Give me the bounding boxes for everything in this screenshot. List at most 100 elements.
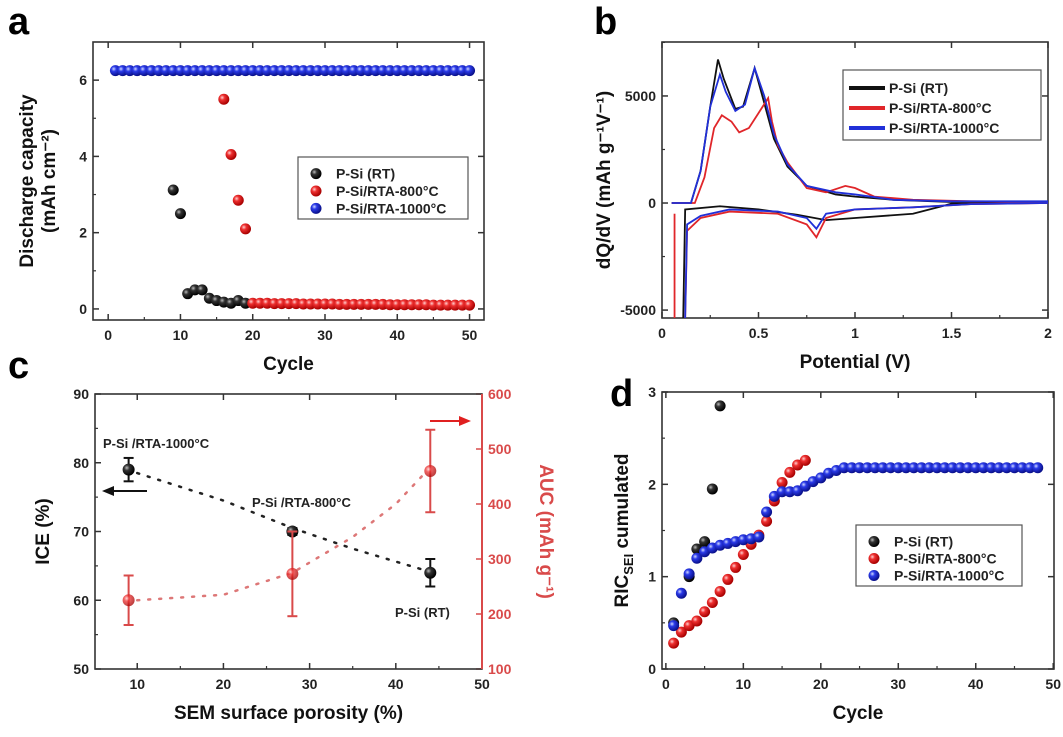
y-axis-label: RICSEI cumulated	[612, 453, 636, 607]
y-right-tick-label: 600	[488, 386, 512, 402]
point-annotation: P-Si (RT)	[395, 605, 450, 620]
y-label-rest: cumulated	[612, 453, 633, 553]
data-point	[877, 462, 889, 474]
y-label-main: RIC	[612, 575, 633, 608]
data-point	[675, 626, 687, 638]
data-point	[196, 284, 208, 296]
y-tick-label: 70	[73, 524, 89, 540]
data-point	[691, 552, 703, 564]
data-point	[761, 506, 773, 518]
series-line	[684, 202, 1048, 318]
y-tick-label: 4	[79, 148, 87, 164]
legend-label: P-Si (RT)	[894, 534, 953, 550]
x-tick-label: 30	[890, 676, 906, 692]
y-tick-label: -5000	[620, 302, 656, 318]
right-arrow-head	[459, 416, 471, 426]
data-point	[885, 462, 897, 474]
data-point	[730, 561, 742, 573]
legend-label: P-Si/RTA-1000°C	[889, 120, 999, 136]
series-line	[684, 202, 1048, 318]
point-annotation: P-Si /RTA-1000°C	[103, 436, 210, 451]
series-p-si-rta-1000-c	[671, 65, 1048, 318]
data-point	[916, 462, 928, 474]
data-point	[424, 465, 437, 477]
data-point	[699, 606, 711, 618]
y-right-tick-label: 500	[488, 441, 512, 457]
data-point	[668, 637, 680, 649]
data-point	[962, 462, 974, 474]
y-right-axis-label: AUC (mAh g⁻¹)	[535, 464, 556, 599]
x-tick-label: 20	[813, 676, 829, 692]
legend-marker	[310, 168, 322, 180]
y-axis-label: ICE (%)	[33, 498, 54, 565]
x-tick-label: 2	[1044, 325, 1052, 341]
x-tick-label: 10	[173, 327, 189, 343]
data-point	[993, 462, 1005, 474]
data-point	[838, 462, 850, 474]
data-point	[683, 568, 695, 580]
panel-letter-d: d	[610, 373, 633, 415]
y-tick-label: 2	[79, 225, 87, 241]
series-p-si-rta-800-c	[218, 93, 476, 311]
data-point	[776, 486, 788, 498]
series-auc	[122, 428, 437, 626]
data-point	[424, 566, 437, 579]
x-tick-label: 50	[462, 327, 478, 343]
y-tick-label: 80	[73, 455, 89, 471]
data-point	[737, 549, 749, 561]
point-annotation: P-Si /RTA-800°C	[252, 495, 351, 510]
y-tick-label: 90	[73, 386, 89, 402]
legend: P-Si (RT) P-Si/RTA-800°C P-Si/RTA-1000°C	[842, 69, 1042, 141]
y-axis-label: dQ/dV (mAh g⁻¹V⁻¹)	[594, 91, 615, 269]
x-tick-label: 1.5	[942, 325, 962, 341]
plot-area	[109, 65, 476, 311]
y-tick-label: 0	[79, 301, 87, 317]
y-axis-label: Discharge capacity	[17, 94, 38, 268]
series-line	[682, 202, 1048, 318]
data-point	[854, 462, 866, 474]
legend-label: P-Si/RTA-800°C	[889, 100, 992, 116]
data-point	[1024, 462, 1036, 474]
legend-marker	[868, 570, 880, 581]
x-axis-label: SEM surface porosity (%)	[174, 703, 403, 724]
series-p-si-rta-800-c	[668, 454, 811, 649]
panel-c: 10 20 30 40 50 50 60 70 80 90 100 200 300 400 500 600 SE…	[33, 386, 556, 724]
x-tick-label: 10	[736, 676, 752, 692]
legend: P-Si (RT)P-Si/RTA-800°CP-Si/RTA-1000°C	[855, 524, 1023, 587]
data-point	[706, 483, 718, 495]
x-axis-label: Cycle	[263, 354, 314, 375]
panel-d: 0 10 20 30 40 50 0 1 2 3 Cycle RICSEI cumulated P-Si…	[612, 384, 1061, 724]
data-point	[978, 462, 990, 474]
data-point	[722, 573, 734, 585]
plot-area	[668, 400, 1044, 649]
panel-letter-c: c	[8, 345, 29, 387]
y-right-tick-label: 200	[488, 606, 512, 622]
legend-label: P-Si (RT)	[889, 80, 948, 96]
x-tick-label: 1	[851, 325, 859, 341]
data-point	[908, 462, 920, 474]
y-tick-label: 5000	[625, 88, 656, 104]
data-point	[122, 463, 135, 476]
data-point	[699, 536, 711, 548]
data-point	[861, 462, 873, 474]
data-point	[714, 585, 726, 597]
data-point	[939, 462, 951, 474]
y-label-subscript: SEI	[621, 554, 636, 575]
y-right-tick-label: 100	[488, 661, 512, 677]
data-point	[218, 93, 230, 105]
legend-box	[855, 524, 1023, 587]
data-point	[784, 466, 796, 478]
y-right-tick-label: 400	[488, 496, 512, 512]
data-point	[947, 462, 959, 474]
data-point	[122, 594, 135, 607]
x-tick-label: 30	[302, 676, 318, 692]
data-point	[970, 462, 982, 474]
y-tick-label: 50	[73, 661, 89, 677]
data-point	[239, 223, 251, 235]
series-line	[671, 65, 1048, 204]
data-point	[923, 462, 935, 474]
panel-a: 0 10 20 30 40 50 0 2 4 6 Cycle Discharge capacity (m…	[17, 41, 485, 375]
x-tick-label: 40	[389, 327, 405, 343]
legend-label: P-Si/RTA-800°C	[894, 551, 997, 567]
